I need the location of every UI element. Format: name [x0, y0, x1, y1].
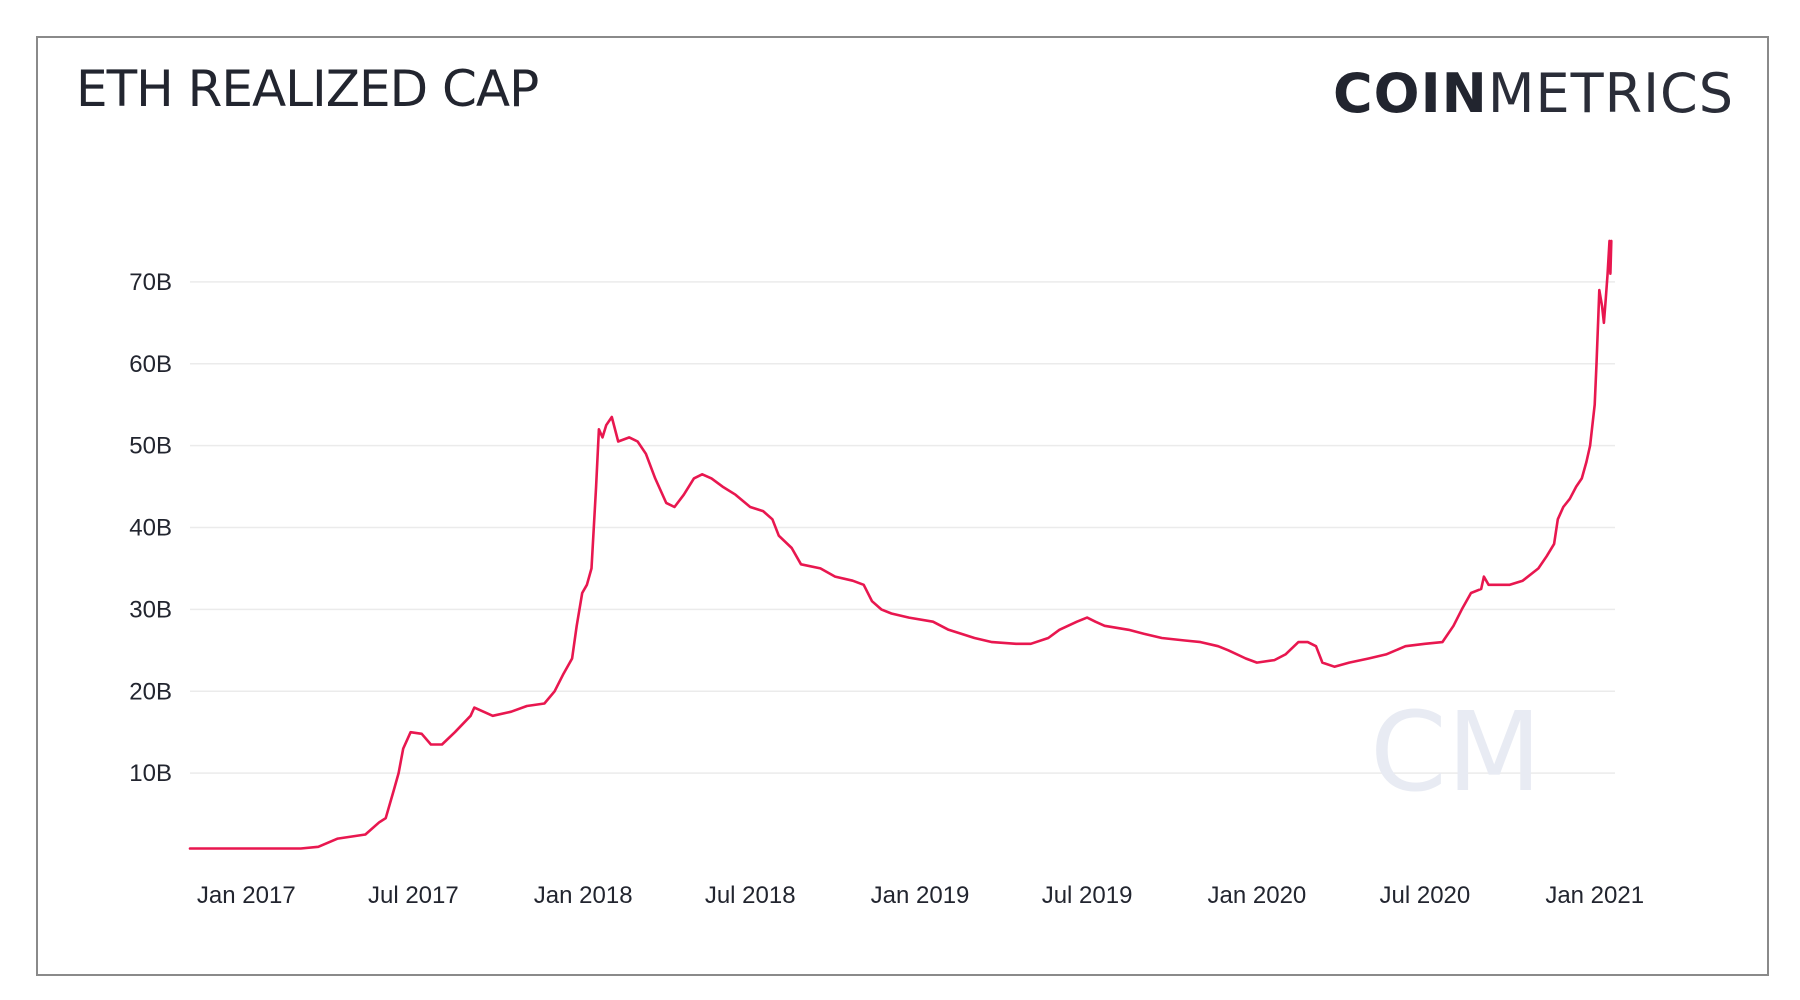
- chart-frame: [36, 36, 1769, 976]
- y-tick-label: 70B: [129, 269, 172, 296]
- y-tick-label: 10B: [129, 760, 172, 787]
- y-tick-label: 60B: [129, 351, 172, 378]
- x-tick-label: Jan 2021: [1545, 882, 1644, 909]
- x-tick-label: Jan 2017: [197, 882, 296, 909]
- x-axis-ticks: Jan 2017 Jul 2017 Jan 2018 Jul 2018 Jan 2019…: [197, 882, 1644, 909]
- y-tick-label: 30B: [129, 596, 172, 623]
- y-axis-ticks: 10B 20B 30B 40B 50B 60B 70B: [129, 269, 172, 787]
- x-tick-label: Jul 2019: [1042, 882, 1133, 909]
- brand-logo-bold: COIN: [1333, 62, 1488, 125]
- x-tick-label: Jul 2017: [368, 882, 459, 909]
- watermark-logo: CM: [1370, 688, 1542, 816]
- chart-title: ETH REALIZED CAP: [76, 60, 539, 118]
- brand-logo: COINMETRICS: [1333, 62, 1734, 125]
- x-tick-label: Jan 2019: [871, 882, 970, 909]
- x-tick-label: Jan 2020: [1208, 882, 1307, 909]
- series-line-0: [188, 239, 1613, 850]
- x-tick-label: Jul 2020: [1380, 882, 1471, 909]
- x-tick-label: Jul 2018: [705, 882, 796, 909]
- series-group: [188, 239, 1613, 850]
- y-tick-label: 20B: [129, 678, 172, 705]
- x-tick-label: Jan 2018: [534, 882, 633, 909]
- gridlines: [190, 281, 1615, 774]
- brand-logo-light: METRICS: [1487, 62, 1734, 125]
- y-tick-label: 50B: [129, 433, 172, 460]
- y-tick-label: 40B: [129, 515, 172, 542]
